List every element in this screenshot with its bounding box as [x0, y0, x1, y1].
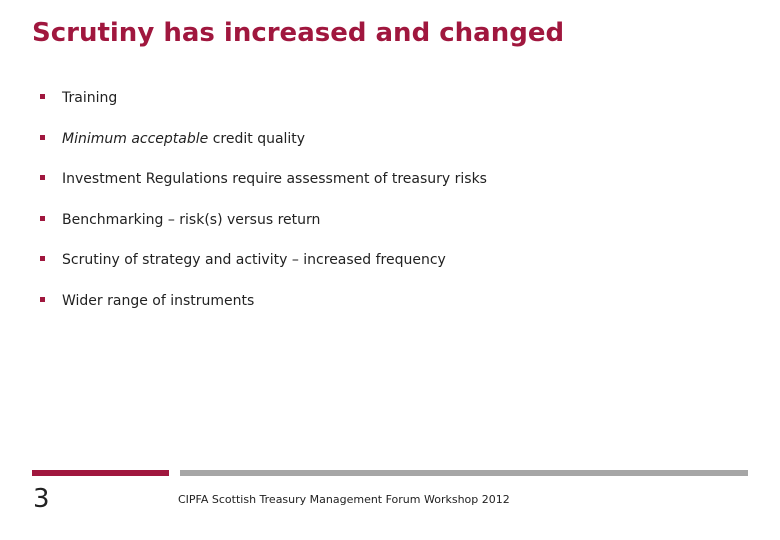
bullet-item-investment-regulations: Investment Regulations require assessmen…: [40, 169, 487, 210]
bullet-text: Minimum acceptable credit quality: [62, 129, 305, 149]
square-bullet-icon: [40, 256, 45, 262]
slide-title: Scrutiny has increased and changed: [32, 18, 565, 48]
bullet-text: Investment Regulations require assessmen…: [62, 171, 487, 188]
bullet-item-instruments: Wider range of instruments: [40, 291, 487, 332]
bullet-item-scrutiny: Scrutiny of strategy and activity – incr…: [40, 250, 487, 291]
square-bullet-icon: [40, 94, 45, 99]
bullet-text: Training: [62, 90, 118, 106]
bullet-text: Wider range of instruments: [62, 292, 255, 309]
square-bullet-icon: [40, 296, 45, 302]
bullet-item-benchmarking: Benchmarking – risk(s) versus return: [40, 210, 487, 251]
bullet-item-credit-quality: Minimum acceptable credit quality: [40, 129, 487, 170]
footer-text: CIPFA Scottish Treasury Management Forum…: [178, 493, 510, 506]
square-bullet-icon: [40, 175, 45, 181]
footer-accent-bar: [32, 470, 169, 476]
page-number: 3: [33, 484, 50, 514]
bullet-text: Benchmarking – risk(s) versus return: [62, 211, 321, 228]
bullet-text-emphasis: Minimum acceptable: [62, 130, 209, 147]
bullet-item-training: Training: [40, 88, 487, 129]
square-bullet-icon: [40, 215, 45, 221]
bullet-text: Scrutiny of strategy and activity – incr…: [62, 252, 446, 269]
footer-divider-bar: [180, 470, 748, 476]
square-bullet-icon: [40, 134, 45, 140]
bullet-text-rest: credit quality: [208, 130, 306, 147]
bullet-list: Training Minimum acceptable credit quali…: [40, 88, 487, 332]
